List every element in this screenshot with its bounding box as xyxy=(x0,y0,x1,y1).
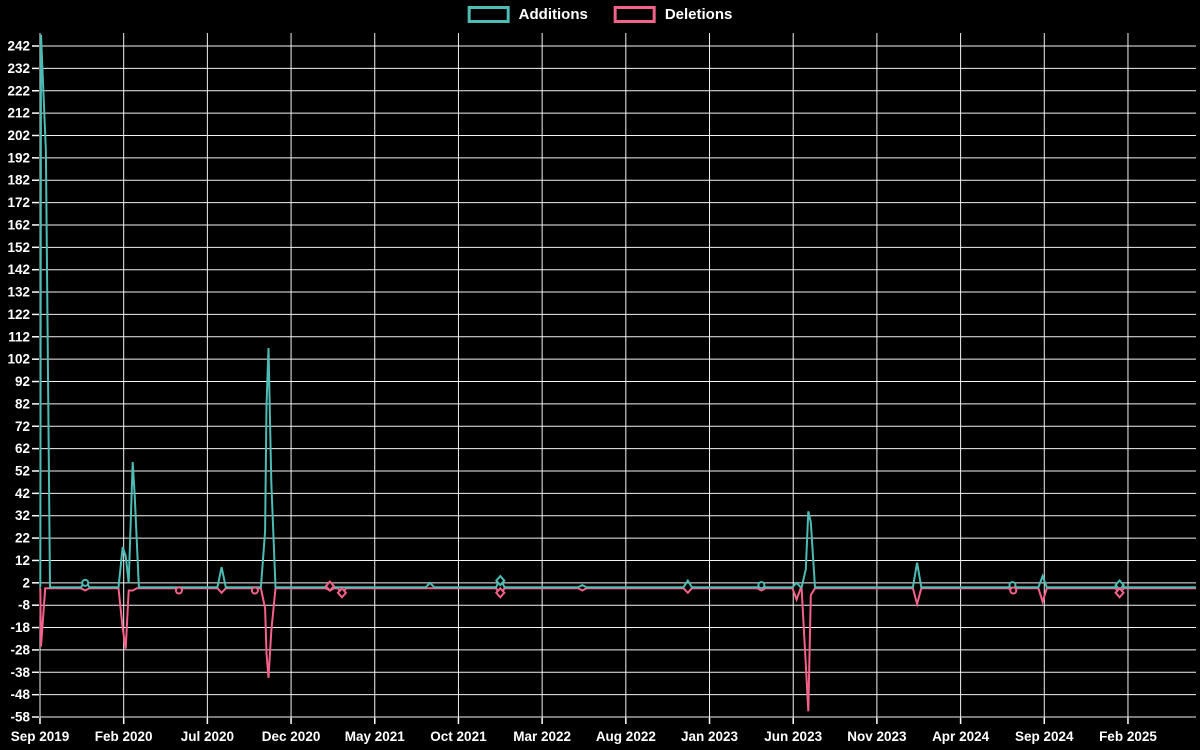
y-tick-label: 92 xyxy=(15,374,30,389)
y-tick-label: 152 xyxy=(7,240,30,255)
legend-label-additions: Additions xyxy=(518,6,588,23)
y-tick-label: -58 xyxy=(10,710,30,725)
x-tick-label: Jul 2020 xyxy=(181,729,234,744)
y-tick-label: -18 xyxy=(10,620,30,635)
point-markers xyxy=(81,574,1125,599)
axis-ticks-and-labels: 2422322222122021921821721621521421321221… xyxy=(7,39,1157,744)
y-tick-label: 232 xyxy=(7,61,30,76)
deletions-diamond-marker-icon xyxy=(494,586,506,599)
y-tick-label: 222 xyxy=(7,83,30,98)
y-tick-label: 102 xyxy=(7,352,30,367)
x-tick-label: Sep 2024 xyxy=(1015,729,1074,744)
x-tick-label: Aug 2022 xyxy=(596,729,656,744)
y-tick-label: 82 xyxy=(15,396,30,411)
legend-item-additions[interactable]: Additions xyxy=(467,6,588,23)
y-tick-label: 42 xyxy=(15,486,30,501)
x-tick-label: May 2021 xyxy=(345,729,406,744)
x-tick-label: Jun 2023 xyxy=(764,729,822,744)
y-tick-label: 132 xyxy=(7,285,30,300)
y-tick-label: 122 xyxy=(7,307,30,322)
x-tick-label: Feb 2025 xyxy=(1099,729,1157,744)
x-tick-label: Feb 2020 xyxy=(95,729,153,744)
gridlines xyxy=(39,33,1196,718)
y-tick-label: 182 xyxy=(7,173,30,188)
y-tick-label: 242 xyxy=(7,39,30,54)
y-tick-label: 12 xyxy=(15,553,30,568)
y-tick-label: 52 xyxy=(15,463,30,478)
deletions-diamond-marker-icon xyxy=(1114,586,1125,599)
x-tick-label: Nov 2023 xyxy=(847,729,907,744)
series-additions-line xyxy=(39,34,1196,589)
y-tick-label: 172 xyxy=(7,195,30,210)
y-tick-label: 22 xyxy=(15,531,30,546)
legend-item-deletions[interactable]: Deletions xyxy=(613,6,733,23)
x-tick-label: Mar 2022 xyxy=(513,729,571,744)
deletions-diamond-marker-icon xyxy=(336,586,348,599)
additions-ring-marker-icon xyxy=(757,581,766,590)
y-tick-label: 72 xyxy=(15,419,30,434)
x-tick-label: Oct 2021 xyxy=(430,729,487,744)
additions-diamond-marker-icon xyxy=(494,574,506,587)
y-tick-label: 62 xyxy=(15,441,30,456)
deletions-diamond-marker-icon xyxy=(324,580,336,593)
legend-label-deletions: Deletions xyxy=(664,6,733,23)
x-tick-label: Sep 2019 xyxy=(11,729,70,744)
additions-ring-marker-icon xyxy=(81,578,90,587)
y-tick-label: -8 xyxy=(18,598,30,613)
deletions-swatch-icon xyxy=(613,6,656,23)
y-tick-label: 112 xyxy=(8,329,30,344)
x-tick-label: Dec 2020 xyxy=(262,729,321,744)
x-tick-label: Jan 2023 xyxy=(681,729,739,744)
y-tick-label: -28 xyxy=(10,642,30,657)
x-tick-label: Apr 2024 xyxy=(932,729,990,744)
legend: Additions Deletions xyxy=(467,6,733,23)
y-tick-label: -38 xyxy=(10,665,30,680)
y-tick-label: 162 xyxy=(7,217,30,232)
deletions-ring-marker-icon xyxy=(250,586,259,595)
y-tick-label: 212 xyxy=(7,106,30,121)
y-tick-label: 202 xyxy=(7,128,30,143)
y-tick-label: 2 xyxy=(22,575,30,590)
y-tick-label: 192 xyxy=(7,150,30,165)
additions-swatch-icon xyxy=(467,6,510,23)
y-tick-label: -48 xyxy=(10,687,30,702)
y-tick-label: 32 xyxy=(15,508,30,523)
deletions-ring-marker-icon xyxy=(1009,586,1018,595)
deletions-ring-marker-icon xyxy=(174,586,183,595)
y-tick-label: 142 xyxy=(7,262,30,277)
